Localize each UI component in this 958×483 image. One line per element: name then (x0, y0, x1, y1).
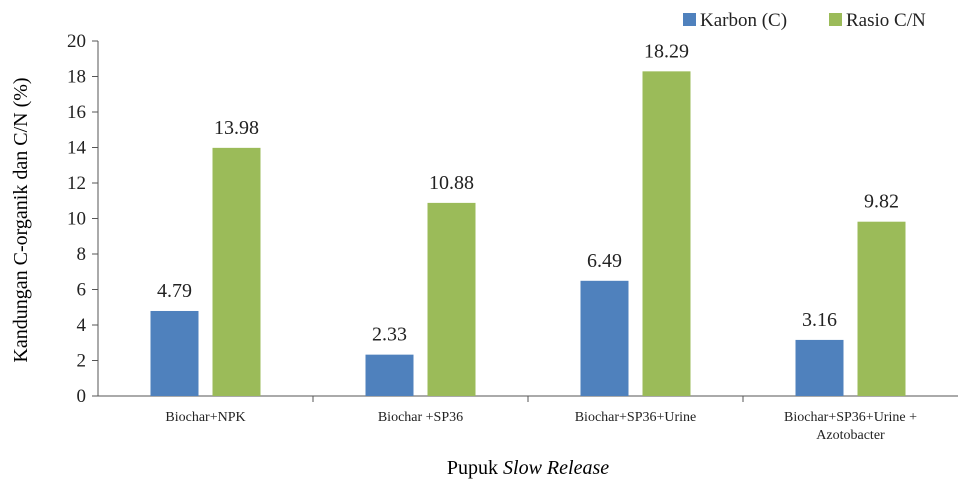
legend-swatch (829, 13, 842, 26)
data-label: 3.16 (802, 309, 837, 331)
data-label: 18.29 (644, 40, 689, 62)
x-axis-title-plain: Pupuk (447, 457, 503, 479)
legend-swatch (683, 13, 696, 26)
y-tick-label: 8 (77, 244, 87, 265)
data-label: 9.82 (864, 191, 899, 213)
x-category-label: Biochar +SP36 (378, 410, 463, 425)
x-category-label: Biochar+NPK (165, 410, 245, 425)
x-axis: Biochar+NPK Biochar +SP36 Biochar+SP36+Uri… (98, 395, 958, 443)
bar-rasio-cn (427, 202, 476, 396)
bar-rasio-cn (857, 221, 906, 396)
x-axis-title-italic: Slow Release (503, 457, 609, 479)
data-labels: 4.79 13.98 2.33 10.88 6.49 18.29 3.16 9.82 (157, 40, 899, 345)
y-tick-label: 0 (77, 386, 87, 407)
bar-karbon (365, 354, 414, 396)
bar-rasio-cn (212, 147, 261, 396)
y-tick-label: 6 (77, 280, 87, 301)
y-tick-label: 20 (67, 31, 86, 52)
x-category-label: Biochar+SP36+Urine + Azotobacter (784, 410, 917, 443)
y-axis: 0 2 4 6 8 10 12 14 16 18 20 (67, 31, 99, 407)
y-tick-label: 10 (67, 209, 86, 230)
y-tick-label: 14 (67, 138, 87, 159)
data-label: 6.49 (587, 250, 622, 272)
bar-rasio-cn (642, 71, 691, 396)
data-label: 4.79 (157, 280, 192, 302)
bar-karbon (580, 280, 629, 396)
y-tick-label: 2 (77, 351, 87, 372)
y-tick-label: 12 (67, 173, 86, 194)
legend: Karbon (C) Rasio C/N (683, 10, 926, 31)
y-tick-label: 18 (67, 67, 86, 88)
bar-karbon (795, 339, 844, 396)
y-tick-label: 4 (77, 315, 87, 336)
legend-label: Karbon (C) (700, 10, 787, 31)
data-label: 10.88 (429, 172, 474, 194)
x-category-label: Biochar+SP36+Urine (575, 410, 697, 425)
bar-karbon (150, 310, 199, 396)
y-axis-title: Kandungan C-organik dan C/N (%) (10, 77, 32, 362)
y-tick-label: 16 (67, 102, 86, 123)
bars (150, 71, 906, 396)
data-label: 2.33 (372, 324, 407, 346)
x-axis-title: Pupuk Slow Release (447, 457, 609, 479)
data-label: 13.98 (214, 117, 259, 139)
legend-label: Rasio C/N (846, 10, 926, 31)
